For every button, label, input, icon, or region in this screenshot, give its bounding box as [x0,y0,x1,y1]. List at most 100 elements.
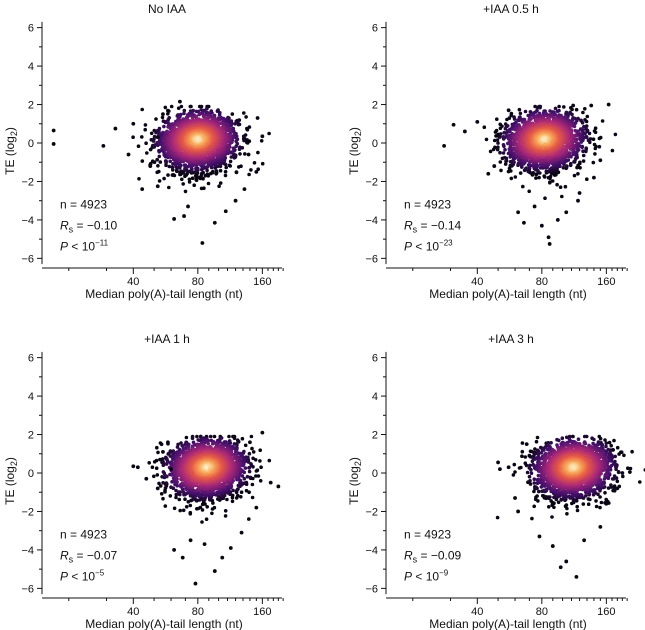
data-point [157,148,161,153]
data-point [206,181,211,186]
data-point [152,474,156,479]
data-point [188,104,193,109]
data-point [247,517,251,521]
data-point [598,158,603,163]
data-point [521,184,525,189]
data-point [157,179,162,183]
data-point [162,176,166,181]
data-point [140,159,145,163]
x-axis-title: Median poly(A)-tail length (nt) [85,617,242,630]
y-tick-label: −2 [21,506,34,518]
data-point [492,164,497,168]
data-point [494,128,499,133]
data-point [155,445,159,450]
data-point [240,474,245,478]
data-point [267,458,272,463]
data-point [137,177,141,181]
data-point [231,146,236,150]
data-point [164,481,169,485]
data-point [144,141,148,145]
data-point [227,434,231,439]
data-point [232,436,237,441]
data-point [131,121,136,126]
data-point [167,164,172,169]
data-point [573,128,578,133]
data-point [166,173,170,177]
data-point [484,137,489,142]
data-point [512,117,517,121]
data-point [167,109,171,113]
data-point [531,171,535,175]
y-tick-label: 6 [372,23,378,35]
stat-rs: Rs = −0.10 [60,219,118,235]
data-point [155,473,160,477]
y-tick-label: −2 [365,176,378,188]
data-point [581,149,585,153]
data-point [546,235,551,240]
data-point [195,138,200,142]
data-point [247,469,252,474]
x-axis-title: Median poly(A)-tail length (nt) [85,287,242,301]
data-point [237,165,241,169]
data-point [223,169,228,174]
data-point [581,159,586,163]
data-point [245,140,249,145]
data-point [577,191,582,195]
data-point [258,459,262,463]
data-point [581,153,586,158]
y-tick-label: −6 [365,253,378,265]
data-point [161,496,165,501]
data-point [498,150,502,155]
data-point [164,163,168,167]
data-point [186,204,190,209]
data-point [243,152,247,156]
data-point [250,446,254,451]
data-point [156,450,160,455]
data-point [223,173,228,178]
data-point [212,220,217,225]
data-point [591,160,596,165]
data-point [171,173,176,177]
data-point [238,145,242,149]
data-point [181,182,185,186]
data-point [171,168,175,172]
data-point [585,114,590,119]
data-point [143,127,147,132]
data-point [245,474,250,479]
data-point [157,154,162,159]
data-point [442,143,447,148]
data-point [574,107,579,112]
data-point [175,168,179,172]
data-point [229,150,234,155]
data-point [498,160,503,164]
data-point [250,482,255,487]
data-point [589,103,594,108]
data-point [182,111,186,116]
y-tick-label: 4 [28,391,34,403]
density-points [147,434,272,524]
data-point [495,117,499,121]
data-point [200,241,205,245]
x-tick-label: 160 [253,276,271,288]
data-point [159,442,164,447]
x-tick-label: 80 [192,276,204,288]
data-point [475,119,480,124]
y-tick-label: 4 [372,61,378,73]
data-point [218,168,223,173]
data-point [210,511,214,516]
data-point [534,172,539,176]
data-point [580,121,585,125]
data-point [242,187,247,192]
data-point [187,177,192,182]
data-point [243,466,248,470]
data-point [180,177,184,182]
data-point [547,242,552,246]
panel-title: No IAA [148,2,186,16]
data-point [544,169,549,174]
data-point [236,122,241,127]
data-point [167,185,171,190]
data-point [176,157,181,161]
data-point [260,161,265,166]
